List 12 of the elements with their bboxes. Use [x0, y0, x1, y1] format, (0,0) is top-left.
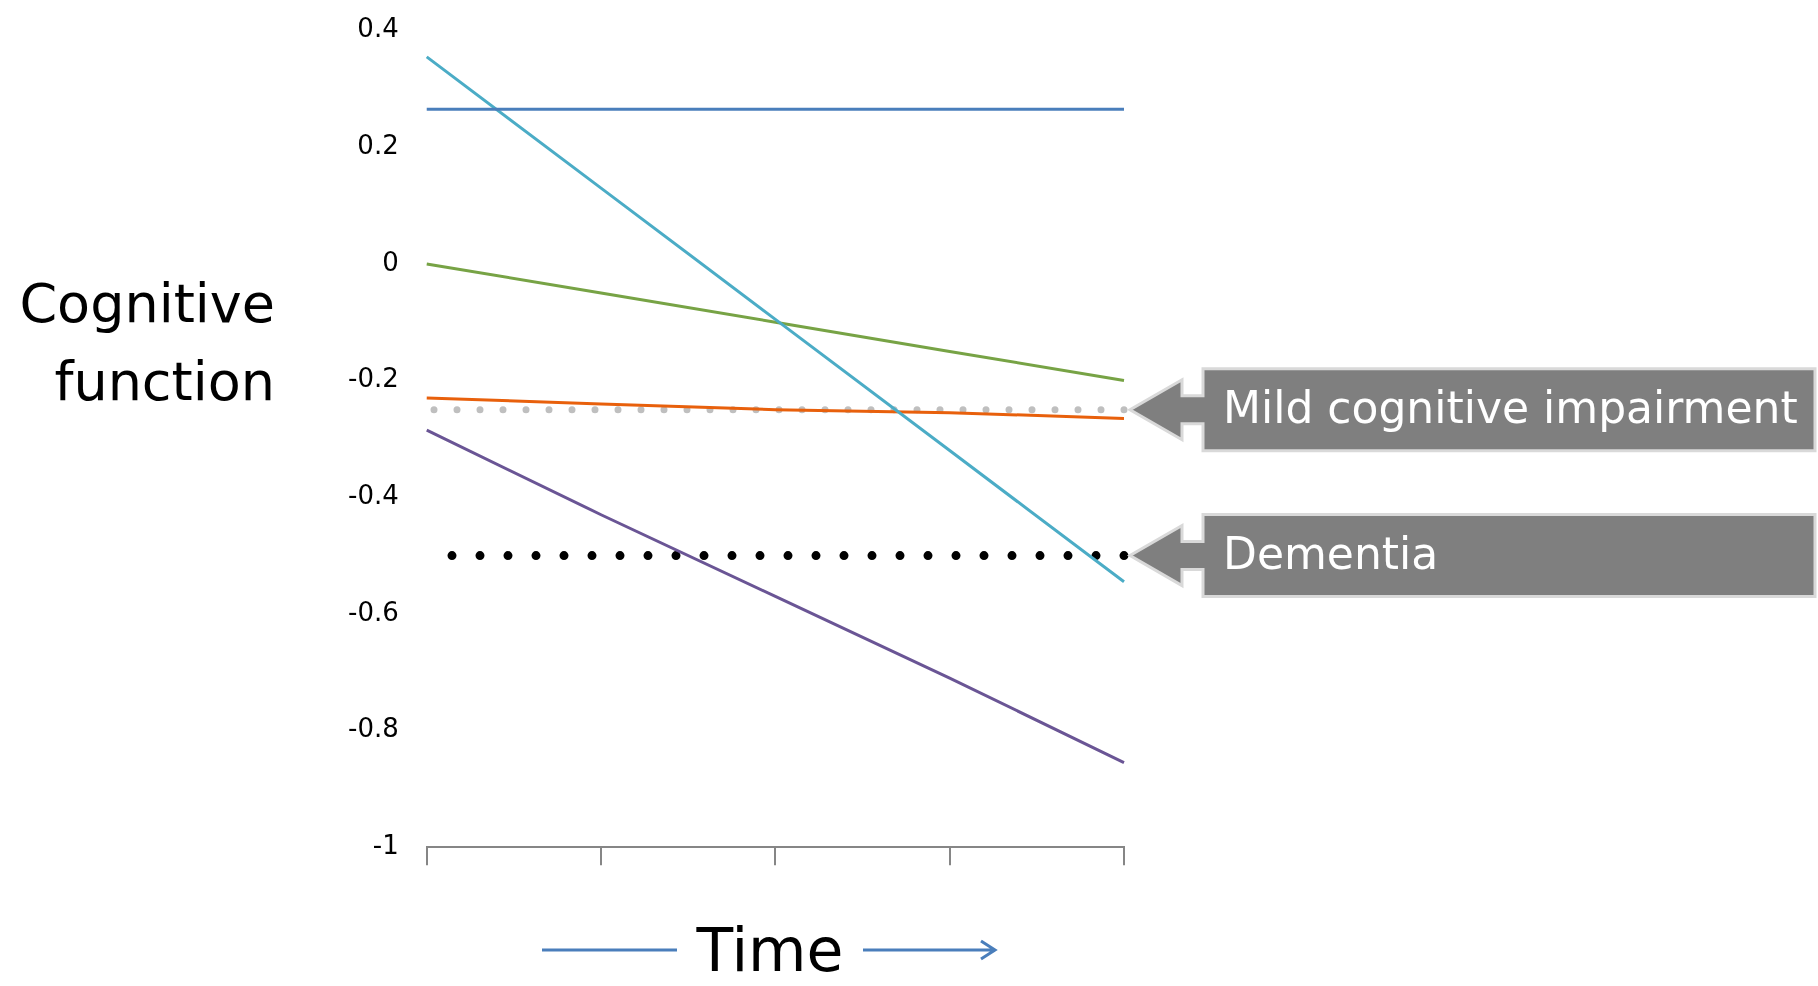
- y-tick-label: 0.2: [357, 130, 399, 161]
- y-tick-label: -1: [372, 829, 399, 860]
- x-axis-title: Time: [696, 915, 844, 985]
- y-tick-label: -0.6: [348, 596, 399, 627]
- ref-line-label: Dementia: [1223, 527, 1439, 579]
- y-axis-title: Cognitive function: [18, 271, 275, 415]
- y-tick-label: -0.4: [348, 479, 399, 510]
- ref-line-label: Mild cognitive impairment: [1223, 382, 1798, 434]
- y-tick-label: -0.8: [348, 713, 399, 744]
- y-tick-label: 0.4: [357, 13, 399, 44]
- y-tick-label: -0.2: [348, 363, 399, 394]
- y-tick-label: 0: [382, 246, 399, 277]
